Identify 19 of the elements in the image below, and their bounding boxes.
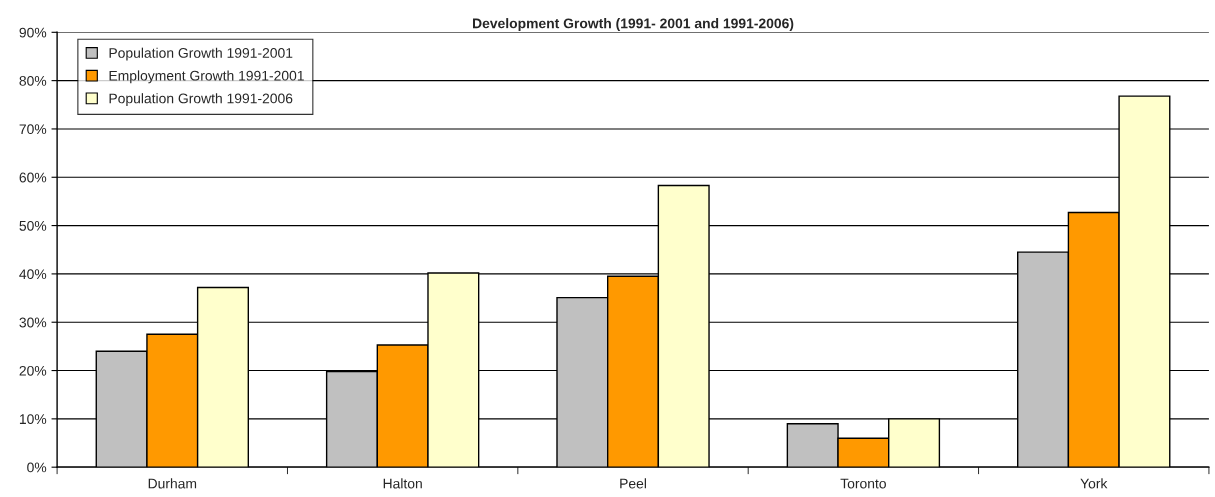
x-tick-label: Halton xyxy=(383,478,422,489)
y-tick-label: 70% xyxy=(19,124,47,135)
y-tick-label: 50% xyxy=(19,220,47,231)
y-tick-label: 20% xyxy=(19,365,47,376)
y-tick-label: 10% xyxy=(19,414,47,425)
x-tick-label: Toronto xyxy=(840,478,886,489)
legend-label: Population Growth 1991-2006 xyxy=(109,93,293,107)
x-tick-label: Peel xyxy=(620,478,646,489)
x-tick-label: York xyxy=(1080,478,1108,489)
legend-label: Population Growth 1991-2001 xyxy=(109,47,293,61)
legend-label: Employment Growth 1991-2001 xyxy=(109,70,304,84)
y-tick-label: 90% xyxy=(19,27,47,38)
x-tick-label: Durham xyxy=(148,478,197,489)
y-tick-label: 80% xyxy=(19,75,47,86)
y-tick-label: 60% xyxy=(19,172,47,183)
y-tick-label: 40% xyxy=(19,269,47,280)
y-tick-label: 0% xyxy=(27,462,47,473)
y-tick-label: 30% xyxy=(19,317,47,328)
chart-title: Development Growth (1991- 2001 and 1991-2006) xyxy=(473,18,794,32)
